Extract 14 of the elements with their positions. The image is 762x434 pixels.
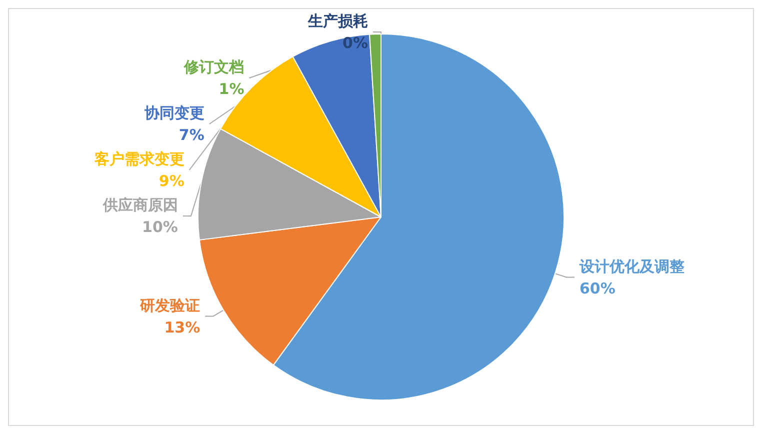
- slice-label: 协同变更: [143, 104, 204, 122]
- slice-label: 供应商原因: [102, 196, 178, 214]
- data-label: 13%: [164, 318, 200, 336]
- text: 0%: [342, 34, 368, 52]
- slice-label: 研发验证: [139, 296, 200, 314]
- data-label: 1%: [218, 80, 244, 98]
- slice-label: 修订文档: [183, 58, 244, 76]
- slice-label: 客户需求变更: [93, 150, 184, 168]
- data-label: 10%: [142, 218, 178, 236]
- data-label: 9%: [158, 172, 184, 190]
- data-label: 60%: [579, 279, 616, 298]
- slice-label: 设计优化及调整: [578, 257, 684, 276]
- category-label: 生产损耗: [308, 12, 368, 30]
- data-label: 7%: [178, 126, 204, 144]
